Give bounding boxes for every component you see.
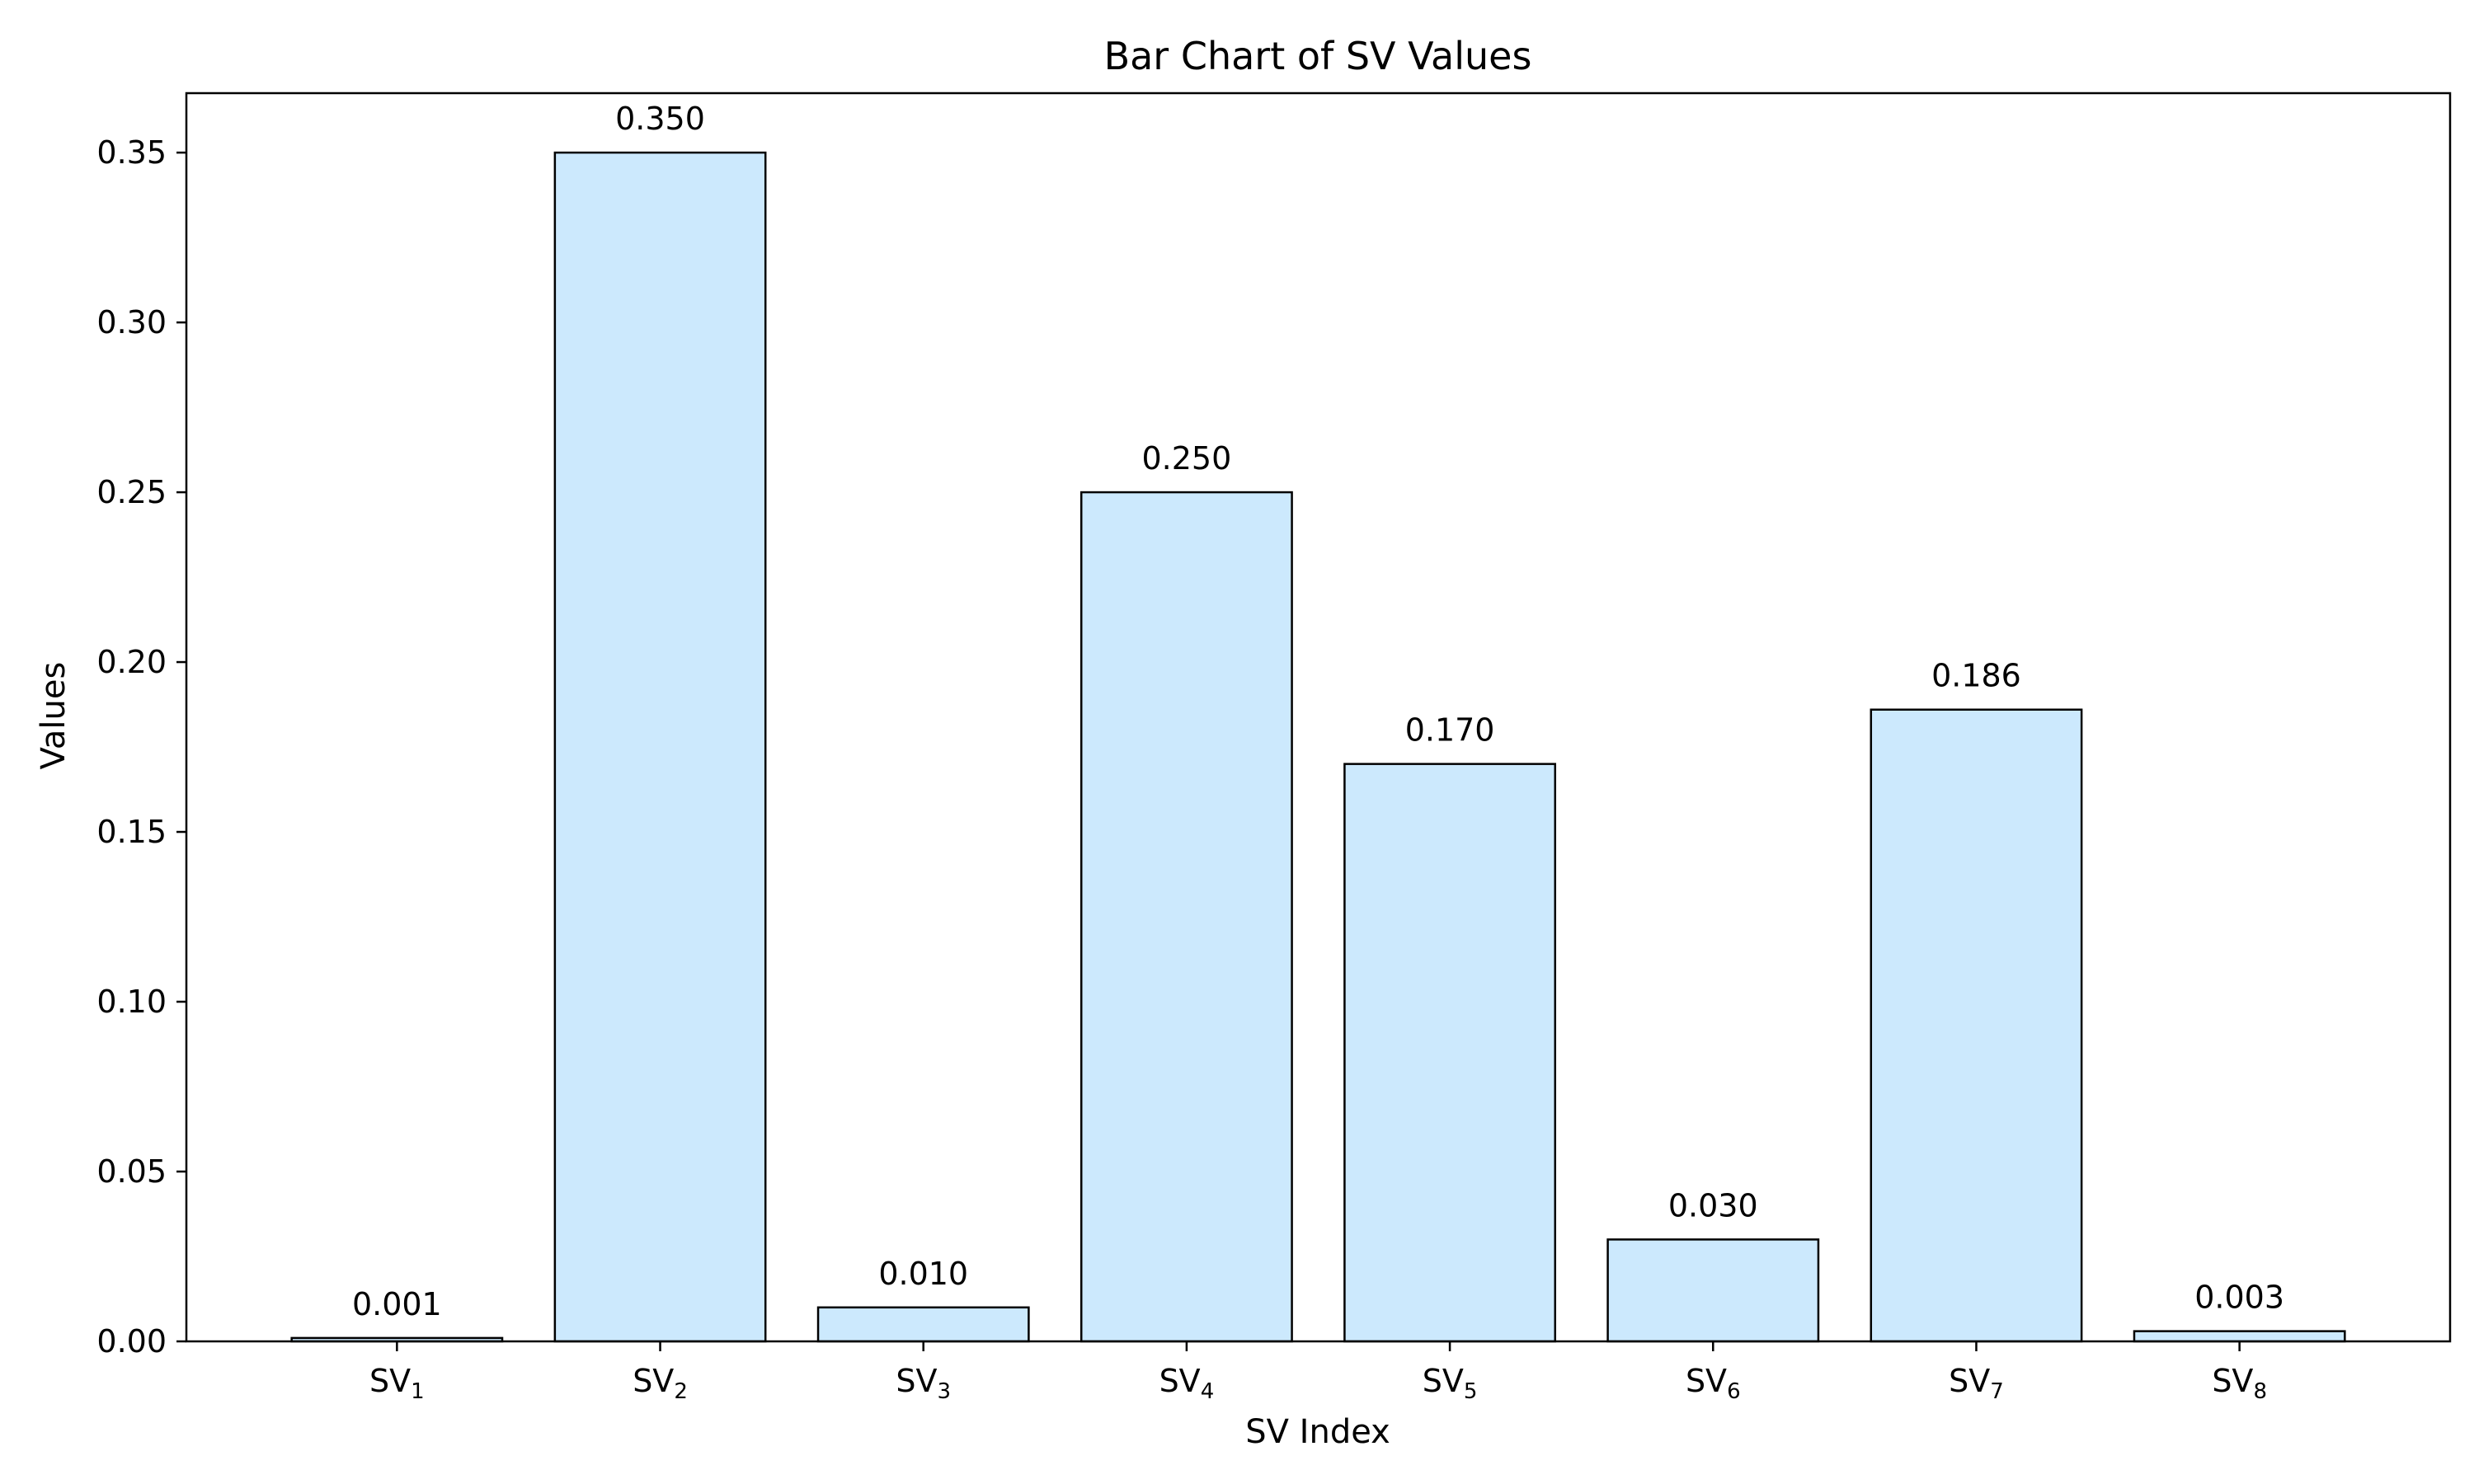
x-tick-label-base: SV [1159, 1363, 1201, 1399]
y-tick-label-7: 0.35 [96, 134, 167, 171]
bar-7 [1870, 708, 2083, 1343]
x-tick-label-4: SV4 [1159, 1363, 1215, 1404]
x-tick-label-subscript: 2 [674, 1379, 688, 1404]
y-tick-label-3: 0.15 [96, 814, 167, 850]
data-label-8: 0.003 [2194, 1280, 2284, 1316]
x-tick-label-base: SV [1423, 1363, 1464, 1399]
data-label-2: 0.350 [615, 101, 705, 137]
x-tick-label-subscript: 1 [411, 1379, 425, 1404]
data-label-5: 0.170 [1405, 712, 1495, 749]
bar-4 [1079, 491, 1293, 1343]
y-tick-label-1: 0.05 [96, 1153, 167, 1190]
y-tick-label-0: 0.00 [96, 1323, 167, 1360]
x-tick-label-subscript: 3 [938, 1379, 952, 1404]
data-label-7: 0.186 [1931, 658, 2021, 694]
x-tick-label-base: SV [896, 1363, 937, 1399]
x-tick-label-subscript: 4 [1201, 1379, 1215, 1404]
data-label-1: 0.001 [352, 1286, 442, 1322]
y-tick-label-5: 0.25 [96, 474, 167, 510]
x-tick-label-1: SV1 [369, 1363, 425, 1404]
bars-group [290, 151, 2346, 1343]
y-tick-label-4: 0.20 [96, 644, 167, 680]
x-tick-label-8: SV8 [2212, 1363, 2267, 1404]
bar-6 [1606, 1238, 1820, 1343]
x-tick-label-base: SV [2212, 1363, 2253, 1399]
data-label-6: 0.030 [1668, 1187, 1758, 1223]
x-tick-label-base: SV [369, 1363, 411, 1399]
bar-3 [816, 1306, 1030, 1343]
plot-area-frame [185, 92, 2452, 1343]
y-tick-label-6: 0.30 [96, 304, 167, 340]
bar-8 [2133, 1330, 2346, 1343]
x-tick-label-5: SV5 [1423, 1363, 1478, 1404]
y-axis-label: Values [35, 662, 73, 770]
data-label-3: 0.010 [878, 1256, 968, 1292]
x-tick-label-base: SV [1949, 1363, 1990, 1399]
x-tick-label-3: SV3 [896, 1363, 951, 1404]
x-tick-label-subscript: 8 [2253, 1379, 2267, 1404]
x-axis-ticks: SV1 SV2 SV3 SV4 SV5 SV6 SV7 SV8 [369, 1341, 2267, 1404]
data-label-4: 0.250 [1142, 440, 1232, 477]
chart-title: Bar Chart of SV Values [1104, 34, 1532, 78]
x-tick-label-subscript: 7 [1990, 1379, 2004, 1404]
data-labels-group: 0.001 0.350 0.010 0.250 0.170 0.030 0.186 0.003 [352, 101, 2284, 1322]
y-tick-label-2: 0.10 [96, 984, 167, 1020]
x-tick-label-base: SV [633, 1363, 674, 1399]
x-tick-label-subscript: 5 [1464, 1379, 1478, 1404]
x-tick-label-7: SV7 [1949, 1363, 2004, 1404]
x-tick-label-6: SV6 [1686, 1363, 1741, 1404]
x-tick-label-subscript: 6 [1727, 1379, 1741, 1404]
x-tick-label-2: SV2 [633, 1363, 688, 1404]
bar-2 [553, 151, 767, 1343]
y-axis-ticks: 0.00 0.05 0.10 0.15 0.20 0.25 0.30 0.35 [96, 134, 186, 1360]
x-axis-label: SV Index [1245, 1413, 1390, 1451]
x-tick-label-base: SV [1686, 1363, 1727, 1399]
bar-5 [1343, 763, 1557, 1343]
